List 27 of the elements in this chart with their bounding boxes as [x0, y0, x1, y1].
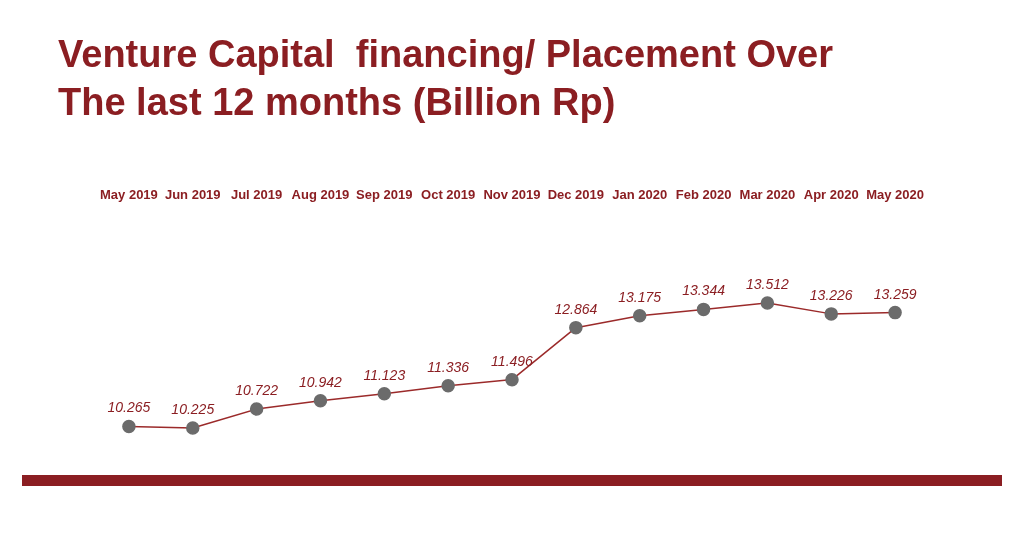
x-tick-label: Jun 2019 [164, 186, 221, 202]
data-label: 11.336 [427, 358, 470, 375]
data-label: 11.123 [363, 366, 406, 383]
data-label: 13.175 [618, 288, 662, 305]
x-tick-label: May 2020 [866, 186, 924, 202]
x-tick-label: Dec 2019 [547, 186, 605, 202]
x-tick-label: Oct 2019 [421, 186, 476, 202]
x-tick-label: Apr 2020 [803, 186, 859, 202]
chart-title: Venture Capital financing/ Placement Over The last 12 months (Billion Rp) [58, 32, 834, 125]
x-tick-label: Nov 2019 [483, 186, 541, 202]
data-label: 10.942 [299, 373, 343, 390]
x-tick-label: Aug 2019 [291, 186, 350, 202]
x-tick-label: Jul 2019 [230, 186, 283, 202]
data-label: 11.496 [491, 352, 534, 369]
x-tick-label: Mar 2020 [739, 186, 796, 202]
x-tick-label: Sep 2019 [356, 186, 413, 202]
data-label: 12.864 [554, 300, 598, 317]
x-tick-label: Feb 2020 [675, 186, 732, 202]
data-label: 13.259 [873, 285, 917, 302]
data-label: 13.344 [682, 282, 726, 299]
data-label: 10.722 [235, 381, 279, 398]
x-tick-label: May 2019 [100, 186, 158, 202]
data-label: 13.226 [809, 286, 853, 303]
data-label: 13.512 [745, 275, 790, 292]
data-label: 10.265 [107, 399, 151, 416]
data-label: 10.225 [171, 400, 215, 417]
x-tick-label: Jan 2020 [612, 186, 668, 202]
